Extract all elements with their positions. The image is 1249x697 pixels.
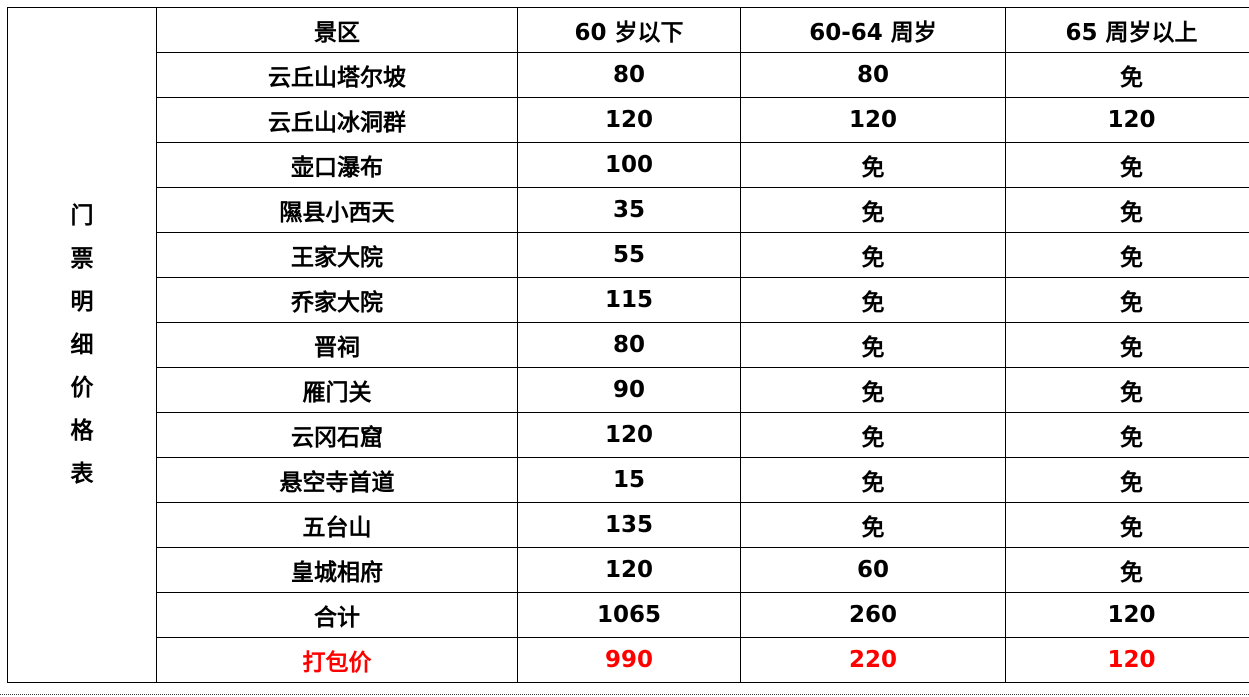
scenic-spot-name: 悬空寺首道	[156, 457, 518, 503]
side-label-char: 明	[70, 288, 94, 315]
package-price-row: 打包价 990 220 120	[8, 637, 1249, 683]
side-label-char: 表	[70, 460, 94, 487]
table-row: 壶口瀑布 100 免免	[8, 142, 1249, 188]
side-label-char: 价	[70, 374, 94, 401]
price-cell: 35	[517, 187, 741, 233]
scenic-spot-name: 皇城相府	[156, 547, 518, 593]
scenic-spot-name: 云丘山塔尔坡	[156, 52, 518, 98]
table-row: 云丘山塔尔坡 80 80 免	[8, 52, 1249, 98]
dotted-divider	[0, 694, 1249, 695]
price-cell: 80	[517, 322, 741, 368]
header-row: 门票明细价格表景区 60 岁以下 60-64 周岁 65 周岁以上	[7, 7, 1249, 683]
column-header: 60-64 周岁	[740, 7, 1006, 53]
price-cell: 115	[517, 277, 741, 323]
price-cell: 15	[517, 457, 741, 503]
scenic-spot-name: 隰县小西天	[156, 187, 518, 233]
table-row: 王家大院 55 免免	[8, 232, 1249, 278]
price-cell: 免	[1005, 367, 1249, 413]
price-cell: 免	[740, 277, 1006, 323]
scenic-spot-name: 云丘山冰洞群	[156, 97, 518, 143]
scenic-spot-name: 合计	[156, 592, 518, 638]
price-cell: 80	[740, 52, 1006, 98]
table-row: 隰县小西天 35 免免	[8, 187, 1249, 233]
side-label-char: 票	[70, 245, 94, 272]
table-row: 乔家大院 115 免免	[8, 277, 1249, 323]
price-cell: 135	[517, 502, 741, 548]
price-cell: 120	[740, 97, 1006, 143]
price-cell: 免	[1005, 277, 1249, 323]
price-cell: 免	[740, 367, 1006, 413]
price-cell: 免	[740, 322, 1006, 368]
price-cell: 220	[740, 637, 1006, 683]
scenic-spot-name: 云冈石窟	[156, 412, 518, 458]
total-row: 合计 1065 260 120	[8, 592, 1249, 638]
price-cell: 免	[740, 457, 1006, 503]
price-cell: 120	[517, 412, 741, 458]
table-row: 悬空寺首道 15 免免	[8, 457, 1249, 503]
table-row: 云丘山冰洞群 120 120 120	[8, 97, 1249, 143]
table-row: 皇城相府 120 60 免	[8, 547, 1249, 593]
price-cell: 免	[740, 232, 1006, 278]
price-cell: 免	[1005, 457, 1249, 503]
side-label: 门票明细价格表	[7, 7, 157, 683]
price-cell: 120	[517, 97, 741, 143]
column-header: 65 周岁以上	[1005, 7, 1249, 53]
price-cell: 免	[1005, 232, 1249, 278]
price-cell: 免	[1005, 142, 1249, 188]
scenic-spot-name: 五台山	[156, 502, 518, 548]
scenic-spot-name: 壶口瀑布	[156, 142, 518, 188]
price-cell: 120	[1005, 637, 1249, 683]
column-header: 60 岁以下	[517, 7, 741, 53]
price-cell: 100	[517, 142, 741, 188]
price-cell: 免	[740, 502, 1006, 548]
scenic-spot-name: 王家大院	[156, 232, 518, 278]
price-cell: 免	[740, 142, 1006, 188]
price-cell: 120	[1005, 592, 1249, 638]
ticket-price-table: 门票明细价格表景区 60 岁以下 60-64 周岁 65 周岁以上 云丘山塔尔坡 80 80…	[7, 7, 1249, 683]
price-cell: 免	[1005, 412, 1249, 458]
price-cell: 990	[517, 637, 741, 683]
scenic-spot-name: 雁门关	[156, 367, 518, 413]
side-label-char: 格	[70, 417, 94, 444]
price-cell: 55	[517, 232, 741, 278]
price-cell: 120	[1005, 97, 1249, 143]
price-cell: 免	[740, 412, 1006, 458]
price-cell: 60	[740, 547, 1006, 593]
column-header: 景区	[156, 7, 518, 53]
price-cell: 免	[1005, 187, 1249, 233]
scenic-spot-name: 晋祠	[156, 322, 518, 368]
price-cell: 260	[740, 592, 1006, 638]
price-cell: 免	[1005, 502, 1249, 548]
table-row: 雁门关 90 免免	[8, 367, 1249, 413]
price-cell: 免	[1005, 322, 1249, 368]
table-row: 晋祠 80 免免	[8, 322, 1249, 368]
price-cell: 免	[740, 187, 1006, 233]
price-cell: 80	[517, 52, 741, 98]
scenic-spot-name: 打包价	[156, 637, 518, 683]
side-label-char: 门	[70, 202, 94, 229]
price-cell: 90	[517, 367, 741, 413]
price-cell: 1065	[517, 592, 741, 638]
side-label-char: 细	[70, 331, 94, 358]
price-cell: 免	[1005, 52, 1249, 98]
price-cell: 120	[517, 547, 741, 593]
table-row: 五台山 135 免免	[8, 502, 1249, 548]
scenic-spot-name: 乔家大院	[156, 277, 518, 323]
price-cell: 免	[1005, 547, 1249, 593]
table-row: 云冈石窟 120 免免	[8, 412, 1249, 458]
